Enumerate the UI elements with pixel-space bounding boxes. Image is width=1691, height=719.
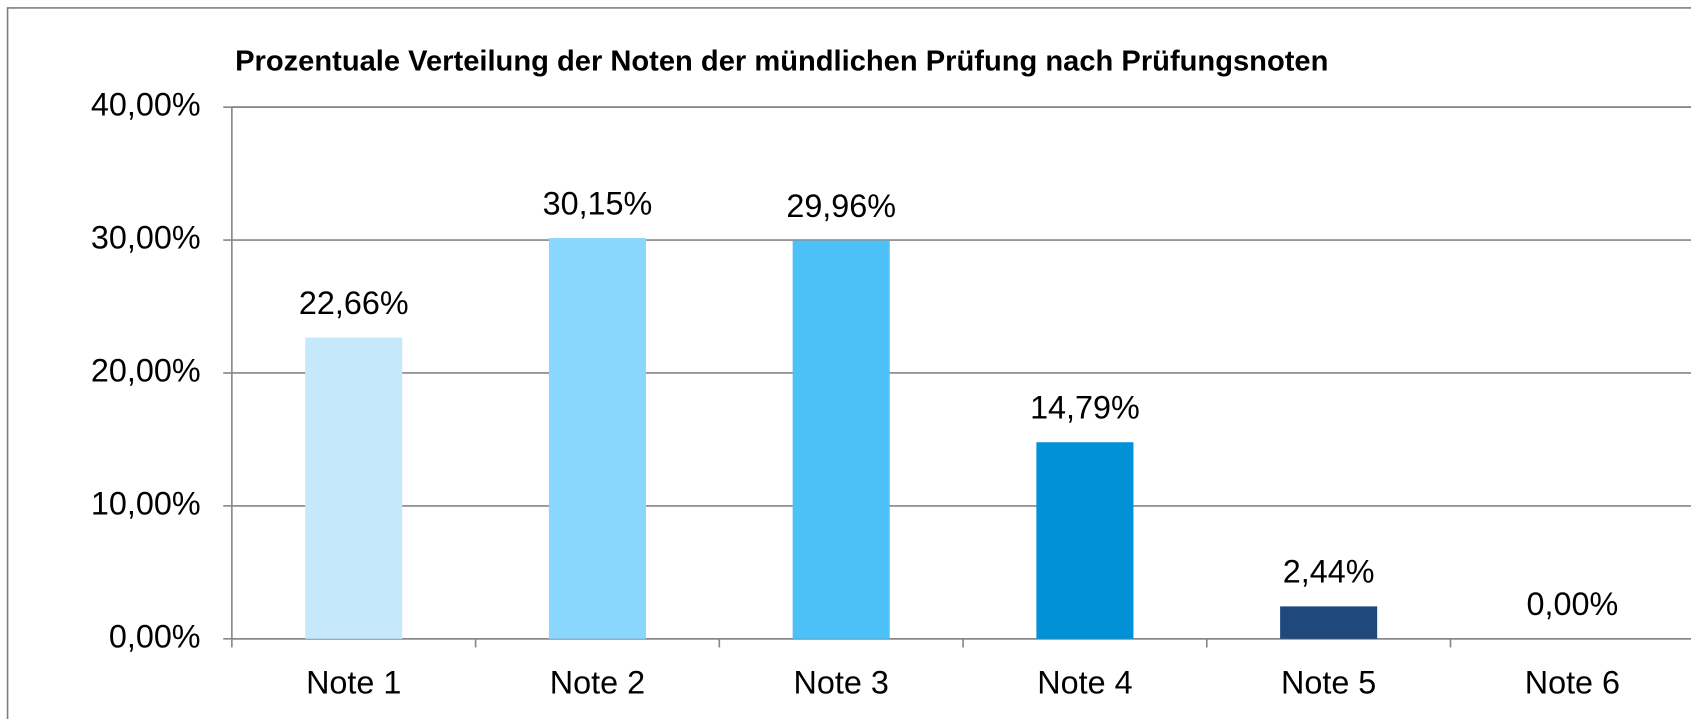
x-tick-label: Note 5	[1281, 665, 1376, 701]
chart-title: Prozentuale Verteilung der Noten der mün…	[235, 46, 1328, 78]
y-tick-label: 10,00%	[91, 485, 201, 521]
y-tick-label: 40,00%	[91, 87, 201, 123]
bar	[305, 337, 403, 639]
data-label: 0,00%	[1527, 586, 1619, 622]
bar	[548, 238, 646, 639]
data-label: 29,96%	[786, 188, 896, 224]
data-label: 14,79%	[1030, 389, 1140, 425]
x-tick-label: Note 6	[1525, 665, 1620, 701]
data-label: 22,66%	[299, 285, 409, 321]
y-tick-label: 30,00%	[91, 220, 201, 256]
bar	[1036, 442, 1134, 639]
data-label: 30,15%	[543, 185, 653, 221]
x-tick-label: Note 4	[1037, 665, 1132, 701]
y-tick-label: 20,00%	[91, 353, 201, 389]
data-label: 2,44%	[1283, 554, 1375, 590]
x-tick-label: Note 2	[550, 665, 645, 701]
x-tick-label: Note 1	[306, 665, 401, 701]
y-tick-label: 0,00%	[109, 618, 201, 654]
x-tick-label: Note 3	[794, 665, 889, 701]
bar	[792, 240, 890, 639]
bar	[1280, 606, 1378, 639]
